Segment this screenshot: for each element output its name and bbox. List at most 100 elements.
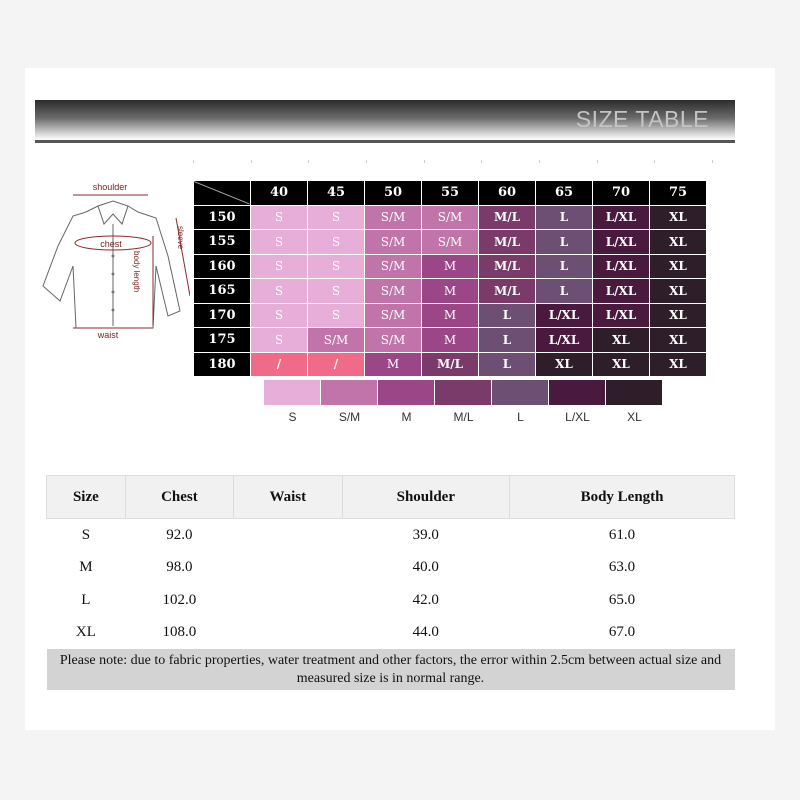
- column-header: Size: [46, 475, 126, 519]
- legend-swatch: [378, 380, 435, 405]
- size-cell: /: [307, 351, 365, 377]
- size-cell: /: [250, 351, 308, 377]
- size-cell: L: [478, 351, 536, 377]
- divider-dots: [193, 160, 713, 163]
- height-header: 165: [193, 278, 251, 304]
- size-cell: M: [421, 253, 479, 279]
- legend-swatch: [492, 380, 549, 405]
- size-cell: L/XL: [592, 204, 650, 230]
- size-cell: L: [535, 229, 593, 255]
- height-header: 175: [193, 327, 251, 353]
- size-cell: S/M: [364, 278, 422, 304]
- legend-label: S/M: [338, 410, 361, 424]
- table-cell: 92.0: [166, 526, 193, 543]
- weight-header: 40: [250, 180, 308, 206]
- legend-label: L: [517, 410, 524, 424]
- size-cell: S: [307, 204, 365, 230]
- table-cell: L: [81, 591, 91, 608]
- size-cell: M: [421, 327, 479, 353]
- height-header: 160: [193, 253, 251, 279]
- legend-label: L/XL: [565, 410, 590, 424]
- size-note: Please note: due to fabric properties, w…: [46, 649, 735, 690]
- size-cell: M/L: [478, 278, 536, 304]
- column-header: Waist: [233, 475, 343, 519]
- chest-label: chest: [100, 239, 122, 249]
- header-banner: SIZE TABLE: [35, 100, 735, 143]
- size-cell: M/L: [478, 253, 536, 279]
- height-header: 150: [193, 204, 251, 230]
- height-header: 170: [193, 302, 251, 328]
- table-cell: 108.0: [162, 624, 197, 641]
- height-header: 155: [193, 229, 251, 255]
- legend-swatch: [321, 380, 378, 405]
- size-cell: L: [478, 327, 536, 353]
- table-cell: 61.0: [608, 526, 636, 543]
- legend-label: M/L: [453, 410, 474, 424]
- size-cell: XL: [649, 327, 707, 353]
- table-header-row: Size Chest Waist Shoulder Body Length: [46, 475, 735, 519]
- weight-header: 65: [535, 180, 593, 206]
- size-cell: L/XL: [592, 253, 650, 279]
- size-cell: S: [250, 278, 308, 304]
- grid-header-row: 40 45 50 55 60 65 70 75: [193, 180, 707, 206]
- size-cell: XL: [592, 327, 650, 353]
- legend-label: M: [401, 410, 412, 424]
- weight-header: 55: [421, 180, 479, 206]
- grid-row: 165 S S S/M M M/L L L/XL XL: [193, 278, 707, 304]
- waist-label: waist: [97, 330, 119, 340]
- grid-row: 180// M M/L L XL XL XL: [193, 351, 707, 377]
- size-cell: L/XL: [592, 229, 650, 255]
- sleeve-label: sleeve: [176, 226, 185, 250]
- size-cell: S: [250, 302, 308, 328]
- size-cell: S: [307, 253, 365, 279]
- size-cell: L/XL: [592, 302, 650, 328]
- table-row: L 102.0 42.0 65.0: [47, 584, 735, 617]
- measurement-table: Size Chest Waist Shoulder Body Length S 92.0 39…: [46, 475, 735, 690]
- size-cell: S/M: [364, 327, 422, 353]
- grid-row: 150 S S S/M S/M M/L L L/XL XL: [193, 204, 707, 230]
- size-cell: S/M: [364, 302, 422, 328]
- body-length-label: body length: [132, 251, 141, 292]
- column-header: Shoulder: [341, 475, 511, 519]
- table-row: M 98.0 40.0 63.0: [47, 552, 735, 585]
- size-cell: L: [535, 204, 593, 230]
- color-legend-labels: S S/M M M/L L L/XL XL: [264, 410, 663, 424]
- table-cell: 63.0: [608, 559, 636, 576]
- column-header: Body Length: [509, 475, 735, 519]
- size-cell: M/L: [478, 229, 536, 255]
- size-cell: XL: [592, 351, 650, 377]
- table-cell: 102.0: [162, 591, 197, 608]
- table-cell: 39.0: [412, 526, 439, 543]
- weight-header: 50: [364, 180, 422, 206]
- size-cell: XL: [649, 302, 707, 328]
- size-cell: XL: [649, 229, 707, 255]
- table-row: S 92.0 39.0 61.0: [47, 519, 735, 552]
- table-cell: S: [81, 526, 91, 543]
- weight-header: 75: [649, 180, 707, 206]
- table-row: XL 108.0 44.0 67.0: [47, 617, 735, 650]
- size-cell: XL: [649, 278, 707, 304]
- weight-header: 70: [592, 180, 650, 206]
- size-cell: S/M: [421, 229, 479, 255]
- table-cell: 40.0: [412, 559, 439, 576]
- size-grid: 40 45 50 55 60 65 70 75 150 S S S/M S/M M/L L L/XL XL 155…: [193, 180, 707, 377]
- table-cell: M: [79, 559, 93, 576]
- size-cell: S/M: [307, 327, 365, 353]
- note-row: Please note: due to fabric properties, w…: [46, 649, 735, 690]
- size-cell: M: [421, 302, 479, 328]
- size-cell: M/L: [478, 204, 536, 230]
- grid-corner: [193, 180, 251, 206]
- size-cell: L: [535, 253, 593, 279]
- column-header: Chest: [124, 475, 235, 519]
- size-cell: L/XL: [535, 327, 593, 353]
- color-legend: [264, 380, 663, 405]
- size-cell: S/M: [364, 204, 422, 230]
- size-cell: XL: [649, 204, 707, 230]
- size-cell: XL: [649, 253, 707, 279]
- table-cell: [234, 617, 342, 650]
- legend-swatch: [435, 380, 492, 405]
- size-cell: S: [250, 229, 308, 255]
- grid-row: 160 S S S/M M M/L L L/XL XL: [193, 253, 707, 279]
- grid-row: 175 S S/M S/M M L L/XL XL XL: [193, 327, 707, 353]
- grid-row: 170 S S S/M M L L/XL L/XL XL: [193, 302, 707, 328]
